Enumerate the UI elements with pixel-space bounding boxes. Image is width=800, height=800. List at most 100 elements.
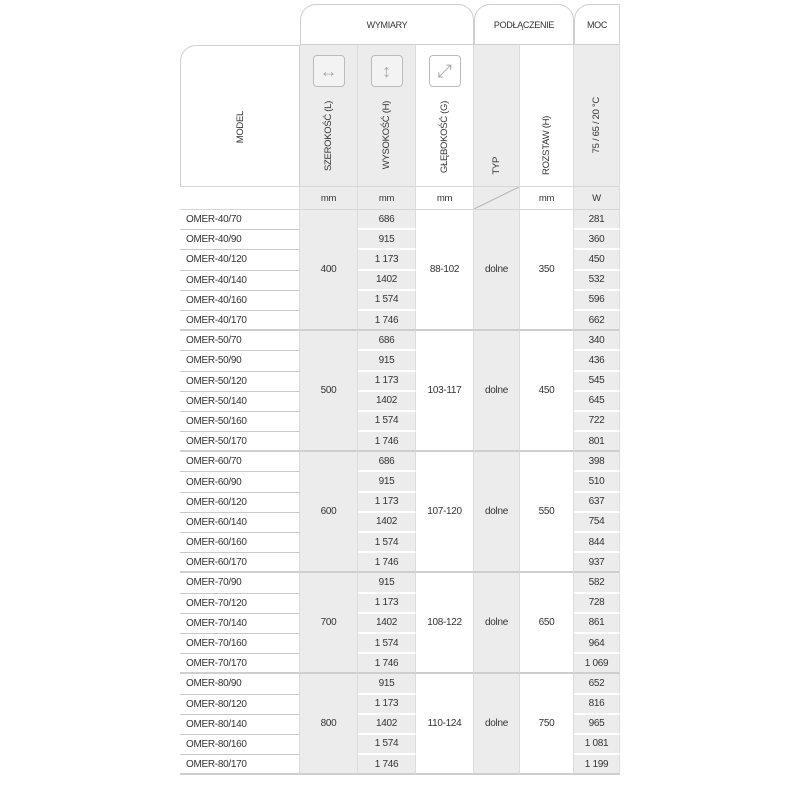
model-cell: OMER-80/160 [180, 734, 300, 756]
height-cell: 1402 [358, 391, 416, 412]
model-cell: OMER-80/140 [180, 714, 300, 735]
table-row: OMER-60/120 1 173 637 [180, 492, 620, 513]
table-row: OMER-70/170 1 746 1 069 [180, 654, 620, 675]
model-cell: OMER-40/140 [180, 270, 300, 291]
spec-table: WYMIARY PODŁĄCZENIE MOC MODEL ↔ SZEROKOŚ… [180, 4, 620, 776]
unit-depth: mm [416, 187, 474, 210]
header-model: MODEL [180, 45, 300, 187]
model-cell: OMER-60/170 [180, 553, 300, 574]
height-cell: 1 173 [358, 371, 416, 392]
model-cell: OMER-60/140 [180, 512, 300, 533]
width-cell: 800 [300, 674, 358, 776]
model-cell: OMER-70/120 [180, 593, 300, 614]
table-row: OMER-70/160 1 574 964 [180, 633, 620, 655]
header-depth-label: GŁĘBOKOŚĆ (G) [439, 101, 450, 174]
table-row: OMER-80/170 1 746 1 199 [180, 755, 620, 776]
height-cell: 1 746 [358, 654, 416, 675]
height-cell: 686 [358, 452, 416, 473]
table-row: OMER-50/120 1 173 545 [180, 371, 620, 392]
power-cell: 532 [574, 270, 620, 291]
spacing-cell: 650 [520, 573, 574, 675]
power-cell: 816 [574, 694, 620, 715]
group-connection: PODŁĄCZENIE [474, 4, 574, 45]
table-row: OMER-60/90 915 510 [180, 472, 620, 493]
table-row: OMER-50/160 1 574 722 [180, 411, 620, 433]
type-cell: dolne [474, 674, 520, 776]
height-cell: 1 574 [358, 633, 416, 655]
power-cell: 645 [574, 391, 620, 412]
header-spacing-label: ROZSTAW (H) [541, 116, 552, 175]
spacing-cell: 350 [520, 210, 574, 332]
spacing-cell: 750 [520, 674, 574, 776]
table-row: OMER-60/70 600 686 107-120 dolne 550 398 [180, 452, 620, 574]
height-cell: 915 [358, 472, 416, 493]
arrows-vertical-icon: ↕ [370, 55, 403, 87]
header-power: 75 / 65 / 20 °C [574, 45, 620, 187]
model-cell: OMER-40/170 [180, 310, 300, 332]
depth-cell: 110-124 [416, 674, 474, 776]
height-cell: 1 173 [358, 694, 416, 715]
model-cell: OMER-40/120 [180, 250, 300, 271]
type-cell: dolne [474, 331, 520, 453]
model-cell: OMER-50/140 [180, 391, 300, 412]
height-cell: 1 746 [358, 432, 416, 453]
power-cell: 450 [574, 250, 620, 271]
unit-power: W [574, 187, 620, 210]
power-cell: 965 [574, 714, 620, 735]
height-cell: 1402 [358, 714, 416, 735]
model-cell: OMER-40/90 [180, 230, 300, 251]
table-row: OMER-80/140 1402 965 [180, 714, 620, 735]
power-cell: 652 [574, 674, 620, 695]
power-cell: 964 [574, 633, 620, 655]
height-cell: 1 746 [358, 553, 416, 574]
power-cell: 728 [574, 593, 620, 614]
table-row: OMER-60/170 1 746 937 [180, 553, 620, 574]
power-cell: 398 [574, 452, 620, 473]
model-cell: OMER-50/70 [180, 331, 300, 352]
model-cell: OMER-80/170 [180, 755, 300, 776]
model-cell: OMER-70/90 [180, 573, 300, 594]
table-row: OMER-50/140 1402 645 [180, 391, 620, 412]
table-row: OMER-40/70 400 686 88-102 dolne 350 281 [180, 210, 620, 332]
power-cell: 1 081 [574, 734, 620, 756]
header-width: ↔ SZEROKOŚĆ (L) [300, 45, 358, 187]
table-row: OMER-40/120 1 173 450 [180, 250, 620, 271]
model-cell: OMER-60/90 [180, 472, 300, 493]
table-row: OMER-80/90 800 915 110-124 dolne 750 652 [180, 674, 620, 776]
power-cell: 582 [574, 573, 620, 594]
power-cell: 510 [574, 472, 620, 493]
power-cell: 722 [574, 411, 620, 433]
model-cell: OMER-70/170 [180, 654, 300, 675]
group-dimensions: WYMIARY [300, 4, 474, 45]
model-cell: OMER-70/160 [180, 633, 300, 655]
height-cell: 686 [358, 210, 416, 231]
power-cell: 340 [574, 331, 620, 352]
height-cell: 1 746 [358, 755, 416, 776]
height-cell: 686 [358, 331, 416, 352]
power-cell: 754 [574, 512, 620, 533]
power-cell: 281 [574, 210, 620, 231]
height-cell: 1 574 [358, 533, 416, 554]
power-cell: 545 [574, 371, 620, 392]
group-power: MOC [574, 4, 620, 45]
model-cell: OMER-50/120 [180, 371, 300, 392]
height-cell: 1 746 [358, 310, 416, 332]
header-spacing: ROZSTAW (H) [520, 45, 574, 187]
power-cell: 1 199 [574, 755, 620, 776]
height-cell: 1 574 [358, 734, 416, 756]
type-cell: dolne [474, 573, 520, 675]
height-cell: 1 173 [358, 593, 416, 614]
model-cell: OMER-40/70 [180, 210, 300, 231]
table-row: OMER-50/170 1 746 801 [180, 432, 620, 453]
depth-cell: 108-122 [416, 573, 474, 675]
power-cell: 360 [574, 230, 620, 251]
header-depth: ⤢ GŁĘBOKOŚĆ (G) [416, 45, 474, 187]
header-width-label: SZEROKOŚĆ (L) [323, 101, 334, 171]
height-cell: 1402 [358, 613, 416, 634]
model-cell: OMER-50/90 [180, 351, 300, 372]
spec-table-container: WYMIARY PODŁĄCZENIE MOC MODEL ↔ SZEROKOŚ… [180, 4, 620, 800]
width-cell: 500 [300, 331, 358, 453]
model-cell: OMER-60/160 [180, 533, 300, 554]
table-row: OMER-70/90 700 915 108-122 dolne 650 582 [180, 573, 620, 675]
height-cell: 1 574 [358, 290, 416, 311]
